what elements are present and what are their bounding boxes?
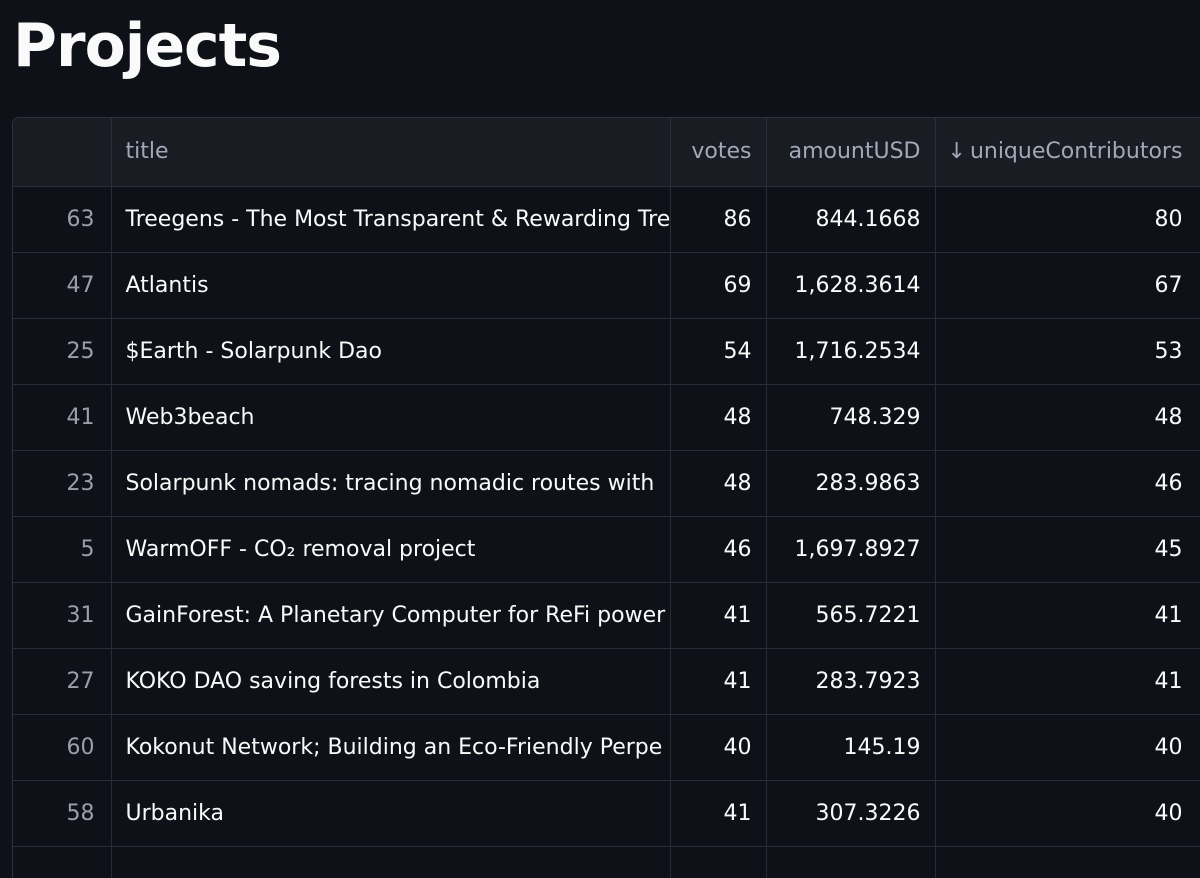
amount-usd-cell[interactable]: 1,628.3614: [766, 252, 936, 319]
unique-contributors-cell[interactable]: 41: [935, 648, 1200, 715]
amount-usd-cell[interactable]: 1,697.8927: [766, 516, 936, 583]
unique-contributors-cell[interactable]: 41: [935, 582, 1200, 649]
unique-contributors-cell[interactable]: 67: [935, 252, 1200, 319]
unique-contributors-cell[interactable]: 40: [935, 780, 1200, 847]
table-row[interactable]: 63 Treegens - The Most Transparent & Rewa…: [13, 186, 1200, 253]
amount-usd-cell[interactable]: 1,716.2534: [766, 318, 936, 385]
amount-usd-cell[interactable]: 283.9863: [766, 450, 936, 517]
row-index-cell: 5: [13, 516, 112, 583]
table-row[interactable]: 27 KOKO DAO saving forests in Colombia 41 2…: [13, 648, 1200, 715]
row-index-cell: 63: [13, 186, 112, 253]
index-column-header: [13, 118, 112, 187]
table-row[interactable]: 5 WarmOFF - CO₂ removal project 46 1,697.89…: [13, 516, 1200, 583]
title-cell[interactable]: GainForest: A Planetary Computer for ReF…: [111, 582, 671, 649]
votes-cell[interactable]: 48: [670, 450, 767, 517]
amount-usd-cell[interactable]: 844.1668: [766, 186, 936, 253]
unique-contributors-cell[interactable]: 53: [935, 318, 1200, 385]
title-cell[interactable]: WarmOFF - CO₂ removal project: [111, 516, 671, 583]
title-cell[interactable]: Solarpunk nomads: tracing nomadic routes…: [111, 450, 671, 517]
votes-cell[interactable]: 86: [670, 186, 767, 253]
title-cell[interactable]: Kokonut Network; Building an Eco-Friendl…: [111, 714, 671, 781]
votes-cell[interactable]: 54: [670, 318, 767, 385]
votes-cell[interactable]: 40: [670, 714, 767, 781]
unique-contributors-column-header[interactable]: ↓ uniqueContributors: [935, 118, 1200, 187]
table-row[interactable]: 47 Atlantis 69 1,628.3614 67: [13, 252, 1200, 319]
row-index-cell: 23: [13, 450, 112, 517]
votes-cell[interactable]: 48: [670, 384, 767, 451]
votes-cell[interactable]: 41: [670, 780, 767, 847]
projects-data-grid[interactable]: title votes amountUSD ↓ uniqueContributor…: [12, 117, 1200, 878]
amount-usd-cell[interactable]: 145.19: [766, 714, 936, 781]
title-cell[interactable]: Urbanika: [111, 780, 671, 847]
unique-contributors-header-label: uniqueContributors: [969, 139, 1183, 165]
empty-cell: [13, 846, 112, 878]
table-row[interactable]: 31 GainForest: A Planetary Computer for R…: [13, 582, 1200, 649]
row-index-cell: 58: [13, 780, 112, 847]
unique-contributors-cell[interactable]: 46: [935, 450, 1200, 517]
amount-usd-cell[interactable]: 283.7923: [766, 648, 936, 715]
table-row[interactable]: 25 $Earth - Solarpunk Dao 54 1,716.2534 53: [13, 318, 1200, 385]
empty-cell: [111, 846, 671, 878]
table-row[interactable]: 60 Kokonut Network; Building an Eco-Frien…: [13, 714, 1200, 781]
table-row-partial: [13, 846, 1200, 878]
row-index-cell: 47: [13, 252, 112, 319]
row-index-cell: 31: [13, 582, 112, 649]
title-cell[interactable]: Atlantis: [111, 252, 671, 319]
row-index-cell: 41: [13, 384, 112, 451]
unique-contributors-cell[interactable]: 48: [935, 384, 1200, 451]
title-cell[interactable]: Web3beach: [111, 384, 671, 451]
table-row[interactable]: 23 Solarpunk nomads: tracing nomadic rout…: [13, 450, 1200, 517]
amount-usd-column-header[interactable]: amountUSD: [766, 118, 936, 187]
amount-usd-cell[interactable]: 307.3226: [766, 780, 936, 847]
row-index-cell: 27: [13, 648, 112, 715]
unique-contributors-cell[interactable]: 80: [935, 186, 1200, 253]
votes-cell[interactable]: 41: [670, 648, 767, 715]
title-column-header[interactable]: title: [111, 118, 671, 187]
unique-contributors-cell[interactable]: 45: [935, 516, 1200, 583]
votes-column-header[interactable]: votes: [670, 118, 767, 187]
votes-cell[interactable]: 69: [670, 252, 767, 319]
row-index-cell: 25: [13, 318, 112, 385]
empty-cell: [935, 846, 1200, 878]
title-cell[interactable]: KOKO DAO saving forests in Colombia: [111, 648, 671, 715]
row-index-cell: 60: [13, 714, 112, 781]
empty-cell: [766, 846, 936, 878]
title-cell[interactable]: $Earth - Solarpunk Dao: [111, 318, 671, 385]
votes-cell[interactable]: 41: [670, 582, 767, 649]
table-row[interactable]: 41 Web3beach 48 748.329 48: [13, 384, 1200, 451]
votes-cell[interactable]: 46: [670, 516, 767, 583]
page-title: Projects: [13, 11, 282, 81]
projects-table: title votes amountUSD ↓ uniqueContributor…: [13, 118, 1200, 878]
amount-usd-cell[interactable]: 565.7221: [766, 582, 936, 649]
empty-cell: [670, 846, 767, 878]
amount-usd-cell[interactable]: 748.329: [766, 384, 936, 451]
sort-descending-icon: ↓: [947, 139, 966, 165]
table-header-row: title votes amountUSD ↓ uniqueContributor…: [13, 118, 1200, 187]
table-row[interactable]: 58 Urbanika 41 307.3226 40: [13, 780, 1200, 847]
unique-contributors-cell[interactable]: 40: [935, 714, 1200, 781]
title-cell[interactable]: Treegens - The Most Transparent & Reward…: [111, 186, 671, 253]
